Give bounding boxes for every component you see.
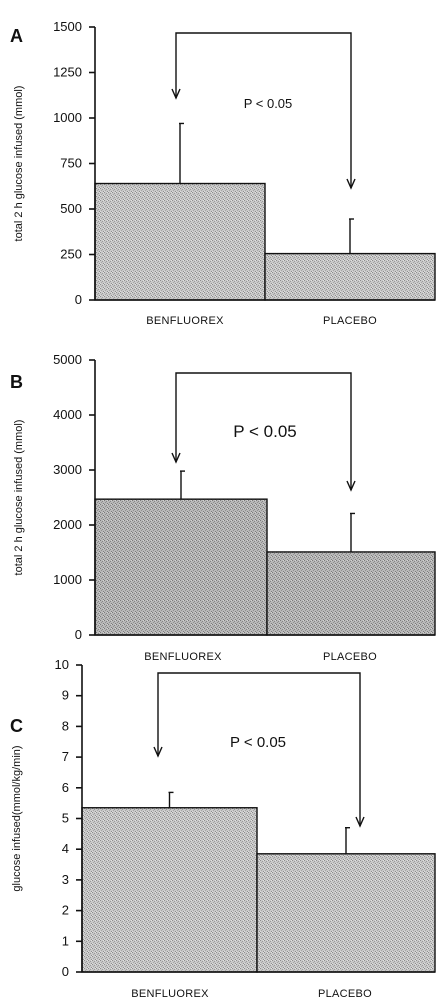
- y-tick-label: 5: [62, 811, 69, 826]
- y-tick-label: 4000: [53, 407, 82, 422]
- category-label: PLACEBO: [318, 988, 372, 1000]
- y-tick-label: 500: [60, 201, 82, 216]
- arrow-down-icon: [171, 88, 181, 100]
- y-tick-label: 3000: [53, 462, 82, 477]
- y-tick-label: 0: [75, 627, 82, 642]
- significance-label: P < 0.05: [230, 734, 286, 751]
- arrow-down-icon: [171, 452, 181, 464]
- y-axis-label: total 2 h glucose infused (mmol): [13, 86, 25, 242]
- significance-bracket: [175, 32, 352, 188]
- y-axis-label: glucose infused(mmol/kg/min): [11, 745, 23, 891]
- y-tick-label: 1000: [53, 572, 82, 587]
- category-label: BENFLUOREX: [146, 315, 224, 327]
- category-label: PLACEBO: [323, 315, 377, 327]
- category-label: BENFLUOREX: [144, 651, 222, 663]
- bar-placebo: [266, 551, 436, 636]
- y-tick-label: 6: [62, 780, 69, 795]
- panel-c: C 0 1 2 3 4 5 6 7 8 9 10 glucose infused(mmol/kg/min…: [10, 657, 436, 1000]
- y-tick-label: 3: [62, 872, 69, 887]
- y-tick-label: 0: [62, 964, 69, 979]
- bar-placebo: [256, 853, 436, 973]
- arrow-down-icon: [153, 746, 163, 758]
- y-tick-label: 2: [62, 903, 69, 918]
- y-tick-label: 250: [60, 247, 82, 262]
- y-tick-label: 9: [62, 688, 69, 703]
- y-tick-label: 7: [62, 749, 69, 764]
- significance-label: P < 0.05: [233, 422, 297, 441]
- panel-letter: C: [10, 716, 23, 736]
- bar-benfluorex: [94, 182, 266, 301]
- bar-benfluorex: [94, 498, 268, 636]
- panel-b: B 0 1000 2000 3000 4000 5000 total 2 h glucose …: [10, 352, 436, 663]
- panel-letter: B: [10, 372, 23, 392]
- y-tick-label: 1: [62, 933, 69, 948]
- significance-bracket: [157, 672, 361, 826]
- significance-bracket: [175, 372, 352, 490]
- arrow-down-icon: [355, 816, 365, 828]
- significance-label: P < 0.05: [244, 96, 293, 111]
- y-tick-label: 1500: [53, 19, 82, 34]
- panel-a: A 0 250 500 750 1000 1250 1500 total 2 h glucose…: [10, 19, 436, 327]
- y-tick-label: 1250: [53, 65, 82, 80]
- arrow-down-icon: [346, 178, 356, 190]
- y-tick-label: 750: [60, 156, 82, 171]
- y-tick-label: 2000: [53, 517, 82, 532]
- panel-letter: A: [10, 26, 23, 46]
- y-tick-label: 5000: [53, 352, 82, 367]
- y-tick-label: 4: [62, 841, 69, 856]
- y-tick-label: 8: [62, 718, 69, 733]
- y-axis-label: total 2 h glucose infused (mmol): [13, 420, 25, 576]
- bar-placebo: [264, 252, 436, 301]
- bar-benfluorex: [81, 807, 258, 973]
- arrow-down-icon: [346, 480, 356, 492]
- y-tick-label: 10: [55, 657, 69, 672]
- category-label: PLACEBO: [323, 651, 377, 663]
- category-label: BENFLUOREX: [131, 988, 209, 1000]
- y-tick-label: 0: [75, 292, 82, 307]
- y-tick-label: 1000: [53, 110, 82, 125]
